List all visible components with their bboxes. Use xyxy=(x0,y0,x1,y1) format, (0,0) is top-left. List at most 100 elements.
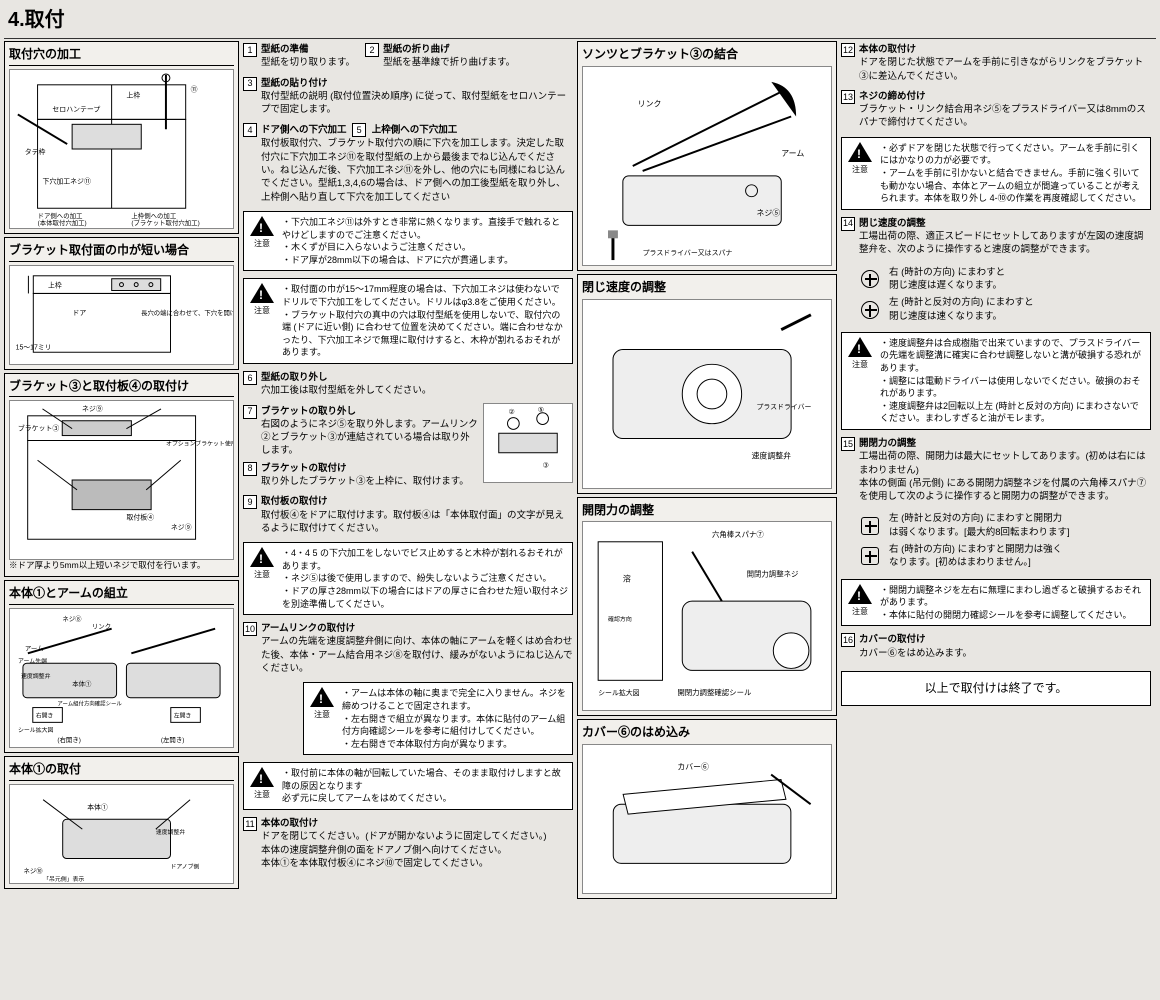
warning-icon xyxy=(848,337,872,357)
svg-text:確認方向: 確認方向 xyxy=(608,615,632,623)
svg-text:③: ③ xyxy=(543,461,549,469)
svg-text:左開き: 左開き xyxy=(174,712,192,720)
svg-text:アーム: アーム xyxy=(781,149,804,158)
svg-text:セロハンテープ: セロハンテープ xyxy=(52,105,100,113)
illus-link-bracket: リンク アーム ネジ⑤ プラスドライバー又はスパナ xyxy=(582,66,832,266)
step-7: 7 ブラケットの取り外し 右図のようにネジ⑤を取り外します。アームリンク②とブラ… xyxy=(243,403,479,460)
svg-text:15〜17ミリ: 15〜17ミリ xyxy=(16,344,52,351)
svg-text:ブラケット③: ブラケット③ xyxy=(18,424,60,433)
svg-text:オプションブラケット使用時: オプションブラケット使用時 xyxy=(166,440,233,448)
main-title: 4.取付 xyxy=(4,4,1156,39)
column-4: 12 本体の取付け ドアを閉じた状態でアームを手前に引きながらリンクをブラケット… xyxy=(841,41,1151,899)
illus-close-speed: プラスドライバー 速度調整弁 xyxy=(582,299,832,489)
step-2: 2 型紙の折り曲げ 型紙を基準線で折り曲げます。 xyxy=(365,41,515,72)
svg-text:プラスドライバー又はスパナ: プラスドライバー又はスパナ xyxy=(643,249,733,257)
page-columns: 取付穴の加工 セロハンテープ 上枠 下穴加工ネジ⑪ ドア側への加工 (本体取付穴… xyxy=(4,41,1156,899)
caution-1: 注意 ・下穴加工ネジ⑪は外すとき非常に熱くなります。直接手で触れるとやけどします… xyxy=(243,211,573,271)
step-11: 11 本体の取付け ドアを閉じてください。(ドアが開かないように固定してください… xyxy=(243,815,573,872)
step-3: 3 型紙の貼り付け 取付型紙の説明 (取付位置決め順序) に従って、取付型紙をセ… xyxy=(243,75,573,119)
caution-2: 注意 ・取付面の巾が15〜17mm程度の場合は、下穴加工ネジは使わないでドリルで… xyxy=(243,278,573,364)
svg-text:取付板④: 取付板④ xyxy=(126,513,154,522)
svg-text:アーム: アーム xyxy=(25,644,44,652)
svg-text:ネジ⑨: ネジ⑨ xyxy=(82,405,103,413)
svg-text:(ブラケット取付穴加工): (ブラケット取付穴加工) xyxy=(131,218,199,227)
svg-text:カバー⑥: カバー⑥ xyxy=(677,763,709,772)
warning-icon xyxy=(848,584,872,604)
svg-text:ドア: ドア xyxy=(73,309,87,317)
caution-col4-2: 注意 ・速度調整弁は合成樹脂で出来ていますので、プラスドライバーの先端を調整溝に… xyxy=(841,332,1151,430)
svg-text:ドア側への加工: ドア側への加工 xyxy=(38,211,83,220)
step-15: 15 開閉力の調整 工場出荷の際、開閉力は最大にセットしてあります。(初めは右に… xyxy=(841,435,1151,505)
step-14: 14 閉じ速度の調整 工場出荷の際、適正スピードにセットしてありますが左図の速度… xyxy=(841,215,1151,259)
svg-text:六角棒スパナ⑦: 六角棒スパナ⑦ xyxy=(712,529,764,539)
sec-open-force: 開閉力の調整 六角棒スパナ⑦ 開閉力調整ネジ 溶 確認方向 シール拡大図 開閉力… xyxy=(577,497,837,717)
svg-text:アーム先端: アーム先端 xyxy=(18,657,47,665)
step-13: 13 ネジの締め付け ブラケット・リンク結合用ネジ⑤をプラスドライバー又は8mm… xyxy=(841,88,1151,132)
final-message: 以上で取付けは終了です。 xyxy=(841,671,1151,706)
warning-icon xyxy=(250,216,274,236)
step-num: 2 xyxy=(365,43,379,57)
svg-text:速度調整弁: 速度調整弁 xyxy=(21,672,51,680)
step-8: 8 ブラケットの取付け 取り外したブラケット③を上枠に、取付けます。 xyxy=(243,460,479,491)
svg-text:(本体取付穴加工): (本体取付穴加工) xyxy=(38,218,87,227)
svg-text:リンク: リンク xyxy=(92,623,111,631)
svg-text:リンク: リンク xyxy=(638,99,662,108)
warning-icon xyxy=(310,687,334,707)
illus-body-mount: 本体① 速度調整弁 ネジ⑩ 「吊元側」表示 ドアノブ側 xyxy=(9,784,234,884)
step-9: 9 取付板の取付け 取付板④をドアに取付けます。取付板④は「本体取付面」の文字が… xyxy=(243,493,573,537)
illus-open-force: 六角棒スパナ⑦ 開閉力調整ネジ 溶 確認方向 シール拡大図 開閉力調整確認シール xyxy=(582,521,832,711)
step-10: 10 アームリンクの取付け アームの先端を速度調整弁側に向け、本体の軸にアームを… xyxy=(243,620,573,677)
caution-5: 注意 ・取付前に本体の軸が回転していた場合、そのまま取付けしますと故障の原因とな… xyxy=(243,762,573,810)
illus-bracket-width: 上枠 ドア 15〜17ミリ 長穴の端に合わせて、下穴を開けてください。 xyxy=(9,265,234,365)
svg-text:ネジ⑤: ネジ⑤ xyxy=(757,208,781,217)
svg-text:本体①: 本体① xyxy=(87,802,108,811)
svg-text:下穴加工ネジ⑪: 下穴加工ネジ⑪ xyxy=(43,176,91,185)
illus-step7: ②⑤③ xyxy=(483,403,573,483)
sec-title: ブラケット取付面の巾が短い場合 xyxy=(9,242,234,262)
sec-body-arm: 本体①とアームの組立 ネジ⑧ リンク アーム アーム先端 速度調整弁 本体① ア… xyxy=(4,580,239,753)
sec-title: 取付穴の加工 xyxy=(9,46,234,66)
note: ※ドア厚より5mm以上短いネジで取付を行います。 xyxy=(9,560,234,572)
svg-text:シール拡大図: シール拡大図 xyxy=(18,726,54,734)
warning-icon xyxy=(848,142,872,162)
svg-text:溶: 溶 xyxy=(623,574,631,584)
illus-body-arm: ネジ⑧ リンク アーム アーム先端 速度調整弁 本体① アーム組付方向確認シール… xyxy=(9,608,234,748)
column-2: 1 型紙の準備 型紙を切り取ります。 2 型紙の折り曲げ 型紙を基準線で折り曲げ… xyxy=(243,41,573,899)
step-12: 12 本体の取付け ドアを閉じた状態でアームを手前に引きながらリンクをブラケット… xyxy=(841,41,1151,85)
svg-text:タテ枠: タテ枠 xyxy=(25,147,46,156)
svg-text:(右開き): (右開き) xyxy=(57,735,80,744)
hex-cw-icon xyxy=(861,547,879,565)
sec-title: 本体①とアームの組立 xyxy=(9,585,234,605)
svg-text:右開き: 右開き xyxy=(36,712,54,720)
rotation-guide-1: 右 (時計の方向) にまわすと閉じ速度は遅くなります。 左 (時計と反対の方向)… xyxy=(841,262,1151,327)
rotation-guide-2: 左 (時計と反対の方向) にまわすと開閉力は弱くなります。[最大約8回転まわりま… xyxy=(841,508,1151,573)
caution-col4-3: 注意 ・開閉力調整ネジを左右に無理にまわし過ぎると破損するおそれがあります。 ・… xyxy=(841,579,1151,627)
column-3: ソンツとブラケット③の結合 リンク アーム ネジ⑤ プラスドライバー又はスパナ xyxy=(577,41,837,899)
sec-cover: カバー⑥のはめ込み カバー⑥ xyxy=(577,719,837,899)
sec-mounting-holes: 取付穴の加工 セロハンテープ 上枠 下穴加工ネジ⑪ ドア側への加工 (本体取付穴… xyxy=(4,41,239,234)
caution-col4-1: 注意 ・必ずドアを閉じた状態で行ってください。アームを手前に引くにはかなりの力が… xyxy=(841,137,1151,210)
caution-3: 注意 ・4・4 5 の下穴加工をしないでビス止めすると木枠が割れるおそれがありま… xyxy=(243,542,573,615)
step-1: 1 型紙の準備 型紙を切り取ります。 xyxy=(243,41,355,72)
step-16: 16 カバーの取付け カバー⑥をはめ込みます。 xyxy=(841,631,1151,662)
svg-text:ネジ⑩: ネジ⑩ xyxy=(24,867,44,875)
caution-4: 注意 ・アームは本体の軸に奥まで完全に入りません。ネジを締めつけることで固定され… xyxy=(303,682,573,755)
svg-text:アーム組付方向確認シール: アーム組付方向確認シール xyxy=(57,700,122,708)
warning-icon xyxy=(250,547,274,567)
sec-link-bracket: ソンツとブラケット③の結合 リンク アーム ネジ⑤ プラスドライバー又はスパナ xyxy=(577,41,837,271)
svg-text:速度調整弁: 速度調整弁 xyxy=(752,450,792,460)
svg-text:⑤: ⑤ xyxy=(538,405,544,413)
svg-text:プラスドライバー: プラスドライバー xyxy=(756,402,811,410)
svg-text:開閉力調整確認シール: 開閉力調整確認シール xyxy=(677,688,752,698)
illus-cover: カバー⑥ xyxy=(582,744,832,894)
sec-body-mount: 本体①の取付 本体① 速度調整弁 ネジ⑩ 「吊元側」表示 ドアノブ側 xyxy=(4,756,239,889)
svg-text:上枠: 上枠 xyxy=(126,90,140,99)
svg-text:(左開き): (左開き) xyxy=(161,735,184,744)
svg-text:⑪: ⑪ xyxy=(191,86,198,94)
svg-text:長穴の端に合わせて、下穴を開けてください。: 長穴の端に合わせて、下穴を開けてください。 xyxy=(141,308,233,317)
hex-ccw-icon xyxy=(861,517,879,535)
svg-text:ドアノブ側: ドアノブ側 xyxy=(171,862,200,870)
sec-bracket-width: ブラケット取付面の巾が短い場合 上枠 ドア 15〜17ミリ 長穴の端に合わせて、… xyxy=(4,237,239,370)
svg-text:ネジ⑨: ネジ⑨ xyxy=(171,524,192,532)
warning-icon xyxy=(250,283,274,303)
